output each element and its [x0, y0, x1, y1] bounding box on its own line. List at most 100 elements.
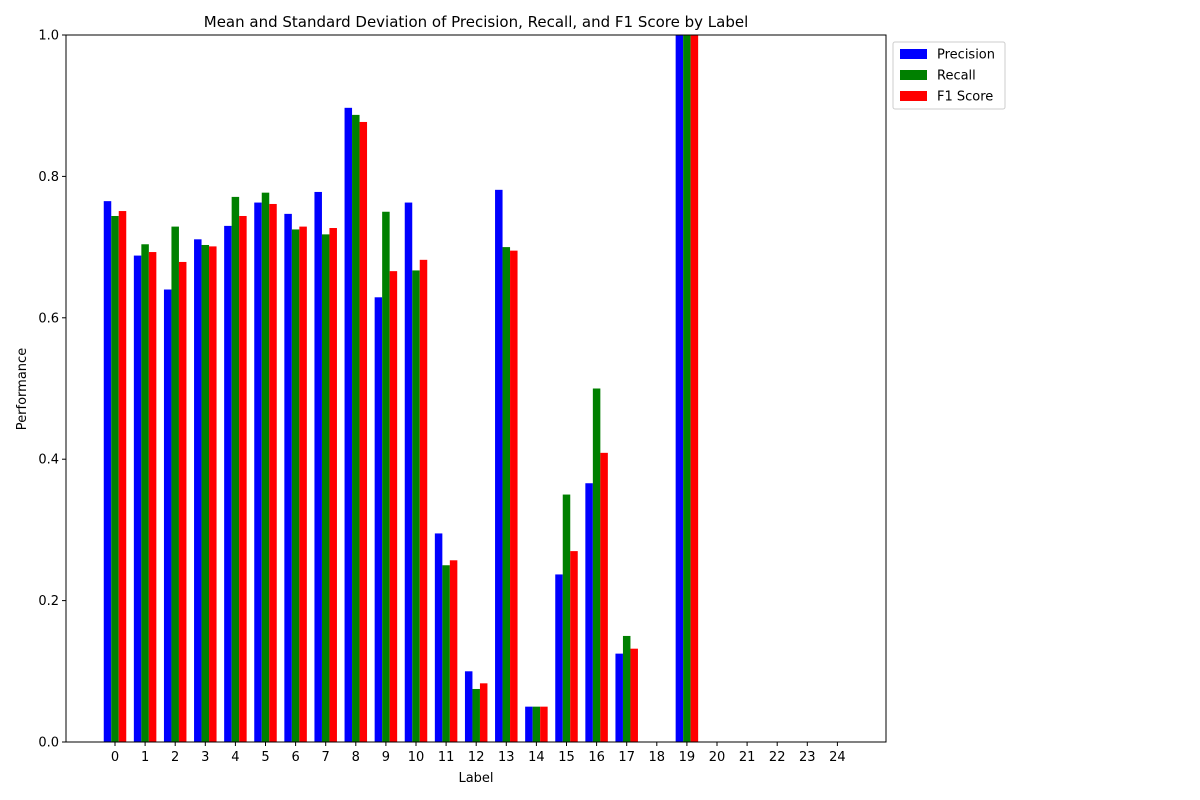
legend-label-f1-score: F1 Score: [937, 90, 993, 105]
bar-precision-1: [133, 255, 142, 742]
bar-f1-score-15: [570, 551, 578, 742]
bar-recall-17: [622, 635, 631, 742]
x-tick-label: 1: [141, 750, 149, 765]
x-axis-label: Label: [458, 771, 493, 786]
bar-recall-13: [502, 247, 511, 742]
bar-precision-6: [284, 213, 292, 742]
bar-recall-6: [291, 229, 300, 742]
x-tick-label: 6: [291, 750, 299, 765]
y-tick-label: 0.8: [38, 170, 59, 185]
bar-precision-0: [103, 201, 112, 742]
y-tick-label: 0.2: [38, 594, 59, 609]
bar-precision-8: [344, 107, 353, 742]
bar-precision-4: [224, 225, 232, 742]
bar-f1-score-10: [419, 259, 428, 742]
x-tick-label: 0: [111, 750, 119, 765]
bar-precision-11: [434, 533, 443, 742]
y-axis: 0.0 0.2 0.4 0.6 0.8 1.0: [38, 29, 66, 751]
bar-precision-2: [163, 289, 172, 742]
bar-recall-14: [532, 706, 541, 742]
bar-f1-score-9: [389, 271, 398, 742]
x-tick-label: 10: [408, 750, 425, 765]
bar-f1-score-2: [178, 261, 187, 742]
bar-f1-score-12: [479, 683, 488, 742]
x-tick-label: 14: [528, 750, 545, 765]
bar-f1-score-19: [690, 35, 699, 742]
x-tick-label: 5: [261, 750, 269, 765]
bar-f1-score-4: [239, 215, 247, 743]
y-tick-label: 1.0: [38, 29, 59, 44]
bar-recall-2: [171, 226, 179, 743]
bar-recall-12: [472, 688, 480, 742]
bar-precision-15: [555, 574, 563, 742]
bar-f1-score-8: [359, 121, 368, 742]
chart-title: Mean and Standard Deviation of Precision…: [204, 13, 748, 31]
bar-recall-10: [412, 270, 420, 742]
x-tick-label: 8: [352, 750, 360, 765]
legend-label-recall: Recall: [937, 69, 976, 84]
legend: Precision Recall F1 Score: [892, 41, 1006, 110]
bar-precision-5: [254, 202, 262, 742]
bar-recall-0: [111, 215, 119, 743]
x-tick-label: 17: [618, 750, 635, 765]
bar-recall-15: [562, 494, 571, 742]
bar-recall-5: [261, 192, 270, 742]
bar-precision-10: [404, 202, 413, 742]
y-tick-label: 0.6: [38, 311, 59, 326]
x-tick-label: 24: [829, 750, 846, 765]
x-tick-label: 23: [799, 750, 816, 765]
x-tick-label: 19: [679, 750, 696, 765]
bar-recall-9: [382, 211, 390, 742]
bar-precision-19: [675, 35, 684, 742]
x-tick-label: 15: [558, 750, 575, 765]
y-tick-label: 0.4: [38, 453, 59, 468]
bar-precision-9: [374, 297, 383, 742]
x-tick-label: 22: [769, 750, 786, 765]
x-tick-label: 4: [231, 750, 239, 765]
bar-recall-4: [231, 196, 240, 742]
bar-f1-score-14: [540, 706, 548, 742]
bar-recall-7: [321, 234, 330, 742]
bar-recall-1: [141, 244, 149, 742]
legend-swatch-precision: [900, 49, 927, 59]
bar-precision-12: [464, 671, 473, 742]
legend-swatch-recall: [900, 70, 927, 80]
bar-recall-19: [683, 35, 691, 742]
x-axis: 0 1 2 3 4 5 6 7 8 9 10 11 12 13 14 15 16 17 18 19 20 21 22 23 24: [111, 742, 846, 765]
bar-recall-8: [352, 114, 360, 742]
legend-label-precision: Precision: [937, 48, 995, 63]
bar-f1-score-7: [329, 228, 337, 742]
bar-precision-16: [585, 483, 593, 742]
bars-group: [103, 35, 699, 743]
bar-recall-3: [201, 244, 210, 743]
bar-recall-16: [592, 388, 601, 742]
plot-frame: [65, 34, 887, 743]
bar-precision-17: [615, 653, 623, 743]
bar-f1-score-0: [118, 211, 127, 743]
bar-f1-score-3: [209, 246, 217, 742]
x-tick-label: 21: [739, 750, 756, 765]
bar-f1-score-17: [630, 648, 638, 742]
x-tick-label: 12: [468, 750, 485, 765]
x-tick-label: 2: [171, 750, 179, 765]
x-tick-label: 3: [201, 750, 209, 765]
bar-f1-score-16: [600, 452, 608, 742]
x-tick-label: 9: [382, 750, 390, 765]
y-tick-label: 0.0: [38, 736, 59, 751]
bar-precision-14: [525, 706, 533, 742]
bar-f1-score-5: [269, 203, 277, 743]
x-tick-label: 20: [709, 750, 726, 765]
bar-precision-3: [194, 239, 202, 742]
x-tick-label: 18: [649, 750, 666, 765]
y-axis-label: Performance: [15, 348, 30, 430]
bar-f1-score-1: [148, 252, 157, 743]
x-tick-label: 13: [498, 750, 515, 765]
bar-f1-score-13: [510, 250, 518, 742]
legend-swatch-f1-score: [900, 91, 927, 101]
bar-f1-score-6: [299, 226, 307, 743]
x-tick-label: 16: [588, 750, 605, 765]
x-tick-label: 7: [322, 750, 330, 765]
bar-precision-13: [495, 189, 503, 742]
bar-precision-7: [314, 191, 322, 742]
